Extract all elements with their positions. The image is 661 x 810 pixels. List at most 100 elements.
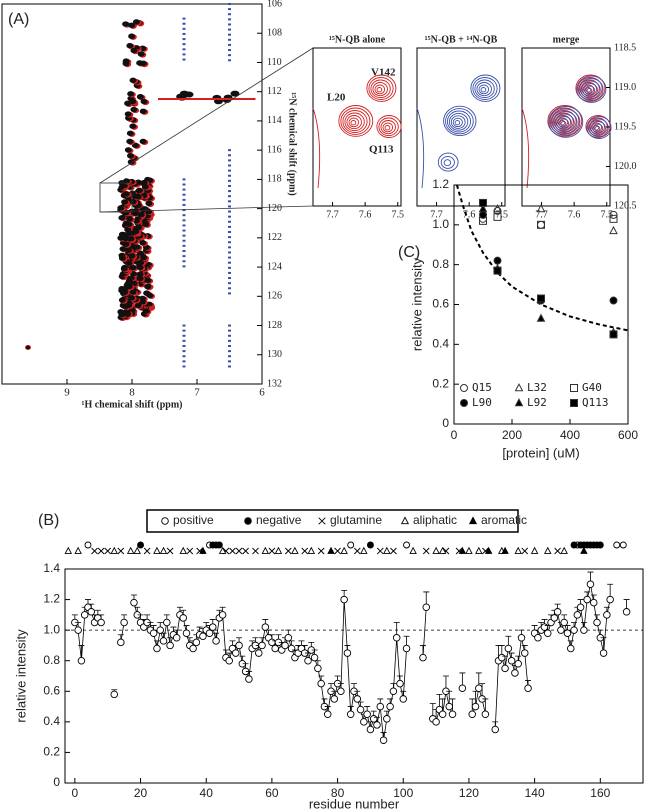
point [537, 294, 545, 303]
peak [129, 123, 137, 129]
point [534, 634, 542, 642]
peak [228, 324, 231, 327]
point [475, 684, 483, 692]
contour [555, 115, 571, 130]
legend-label: Q15 [472, 381, 492, 394]
contour [376, 87, 383, 93]
y-tick-label: 116 [267, 144, 282, 155]
x-tick-label: 120 [459, 786, 479, 800]
x-tick-label: 7.7 [326, 209, 339, 220]
x-tick-label: 40 [200, 786, 214, 800]
peak [228, 184, 231, 187]
peak [128, 22, 136, 28]
peak [228, 195, 231, 198]
peak [139, 240, 147, 246]
y-tick-label: 106 [267, 0, 282, 9]
point [468, 710, 476, 718]
peak [137, 212, 145, 218]
residue-marker [366, 541, 374, 549]
x-tick-label: 0 [72, 786, 79, 800]
legend-marker [244, 517, 252, 525]
peak [125, 247, 133, 254]
point [304, 656, 312, 665]
x-tick-label: 100 [393, 786, 413, 800]
point [255, 649, 263, 657]
point [599, 649, 608, 657]
residue-marker [179, 546, 187, 554]
residue-marker [284, 547, 292, 555]
peak [182, 32, 186, 35]
peak [133, 244, 141, 250]
contour [478, 84, 490, 95]
residue-marker [475, 546, 483, 554]
residue-marker [110, 546, 119, 554]
plot-frame [416, 47, 506, 207]
x-tick-label: 7.5 [391, 209, 404, 220]
legend-box [146, 509, 519, 533]
point [511, 669, 519, 677]
contour [584, 85, 596, 96]
contour [551, 110, 577, 133]
peak [141, 184, 149, 190]
peak [228, 246, 231, 249]
point [209, 623, 217, 631]
y-tick-label: 0.8 [43, 653, 60, 667]
peak [228, 154, 231, 157]
x-axis-label: residue number [309, 796, 400, 810]
zoom-box [99, 182, 133, 213]
peak [228, 210, 231, 213]
contour [558, 118, 570, 129]
contour [346, 115, 362, 130]
y-tick-label: 1.4 [43, 561, 60, 575]
x-tick-label: 7.6 [568, 209, 581, 220]
peak [128, 253, 136, 259]
residue-marker [143, 547, 151, 555]
point [117, 638, 125, 647]
residue-marker [334, 547, 341, 555]
contour [380, 120, 396, 135]
contour [560, 121, 567, 127]
contour [552, 111, 578, 134]
residue-marker [97, 547, 105, 555]
peak [182, 43, 186, 46]
contour [374, 84, 386, 95]
peak [228, 231, 231, 233]
point [284, 634, 293, 642]
contour [350, 120, 357, 126]
point [87, 608, 96, 616]
contour [594, 126, 601, 132]
point [189, 644, 197, 653]
point [560, 618, 568, 627]
residue-marker [159, 546, 168, 554]
x-tick-label: 60 [265, 786, 279, 800]
x-tick-label: 7.5 [600, 209, 613, 220]
peak [228, 329, 231, 332]
peak [122, 21, 130, 27]
panel-label: (C) [398, 244, 420, 261]
residue-marker [64, 546, 73, 554]
peak [182, 255, 186, 258]
zoom-connector [99, 47, 314, 184]
point [323, 710, 332, 718]
y-tick-label: 0.4 [43, 714, 60, 728]
point [422, 603, 431, 611]
y-tick-label: 0.2 [43, 745, 60, 759]
point [77, 656, 86, 665]
residue-marker [353, 547, 361, 555]
point [570, 626, 578, 634]
peak [182, 209, 186, 212]
fit-curve [455, 184, 629, 332]
point [479, 210, 487, 219]
point [80, 611, 89, 619]
peak [128, 33, 136, 39]
point [245, 675, 253, 683]
point [379, 736, 388, 744]
point [225, 656, 233, 665]
peak [182, 27, 186, 30]
peak [228, 23, 231, 26]
y-tick-label: 0.4 [432, 337, 449, 351]
point [235, 641, 243, 650]
point [120, 618, 128, 627]
peak [228, 169, 231, 172]
point [163, 618, 171, 627]
